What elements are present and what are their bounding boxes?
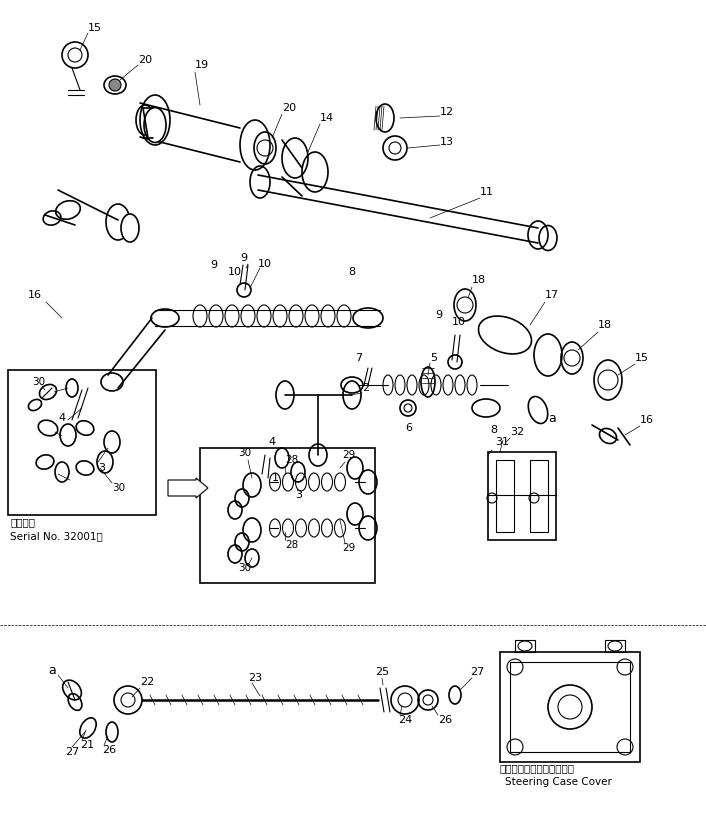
Text: 3: 3 (295, 490, 302, 500)
Text: a: a (48, 664, 56, 676)
Bar (496, 460, 514, 532)
Text: 30: 30 (238, 563, 251, 573)
Text: 30: 30 (238, 448, 251, 458)
Bar (8, 370, 156, 515)
Text: 2: 2 (362, 383, 369, 393)
Text: 24: 24 (398, 715, 412, 725)
Text: 10: 10 (258, 259, 272, 269)
Text: 21: 21 (80, 740, 94, 750)
Text: 20: 20 (138, 55, 152, 65)
Text: 9: 9 (435, 310, 442, 320)
Text: 28: 28 (285, 540, 298, 550)
Text: 18: 18 (598, 320, 612, 330)
Text: 30: 30 (32, 377, 45, 387)
Text: 29: 29 (342, 543, 355, 553)
Text: 適用号番: 適用号番 (10, 517, 35, 527)
Text: 9: 9 (240, 253, 247, 263)
Text: 4: 4 (58, 413, 65, 423)
Text: 1: 1 (272, 473, 279, 483)
Text: 30: 30 (112, 483, 125, 493)
Text: 29: 29 (342, 450, 355, 460)
Ellipse shape (121, 214, 139, 242)
Bar (515, 640, 535, 652)
Text: 19: 19 (195, 60, 209, 70)
Text: 6: 6 (405, 423, 412, 433)
Text: ステアリングケースカバー: ステアリングケースカバー (500, 763, 575, 773)
Text: 17: 17 (545, 290, 559, 300)
Text: 28: 28 (285, 455, 298, 465)
FancyArrow shape (168, 478, 208, 498)
Text: 15: 15 (88, 23, 102, 33)
Text: 23: 23 (248, 673, 262, 683)
Text: 3: 3 (98, 463, 105, 473)
Text: a: a (548, 412, 556, 424)
Text: 20: 20 (282, 103, 296, 113)
Text: 26: 26 (102, 745, 116, 755)
Bar (500, 652, 640, 762)
Text: 9: 9 (210, 260, 217, 270)
Text: 15: 15 (635, 353, 649, 363)
Text: 4: 4 (268, 437, 275, 447)
Text: Steering Case Cover: Steering Case Cover (505, 777, 612, 787)
Text: 13: 13 (440, 137, 454, 147)
Text: 25: 25 (375, 667, 389, 677)
Circle shape (109, 79, 121, 91)
Text: 7: 7 (355, 353, 362, 363)
Bar (605, 640, 625, 652)
Bar (200, 448, 375, 583)
Text: 27: 27 (470, 667, 484, 677)
Text: 16: 16 (28, 290, 42, 300)
Text: 18: 18 (472, 275, 486, 285)
Text: 26: 26 (438, 715, 452, 725)
Text: 14: 14 (320, 113, 334, 123)
Text: 5: 5 (430, 353, 437, 363)
Text: 12: 12 (440, 107, 454, 117)
Text: 31: 31 (495, 437, 509, 447)
Text: 16: 16 (640, 415, 654, 425)
Text: 11: 11 (480, 187, 494, 197)
Text: 27: 27 (65, 747, 79, 757)
Text: 10: 10 (452, 317, 466, 327)
Text: 32: 32 (510, 427, 524, 437)
Text: 8: 8 (348, 267, 355, 277)
Text: 10: 10 (228, 267, 242, 277)
Text: 8: 8 (490, 425, 497, 435)
Bar (510, 662, 630, 752)
Bar (530, 460, 548, 532)
Text: 22: 22 (140, 677, 154, 687)
Text: Serial No. 32001～: Serial No. 32001～ (10, 531, 103, 541)
Ellipse shape (144, 108, 166, 143)
Bar (488, 452, 556, 540)
